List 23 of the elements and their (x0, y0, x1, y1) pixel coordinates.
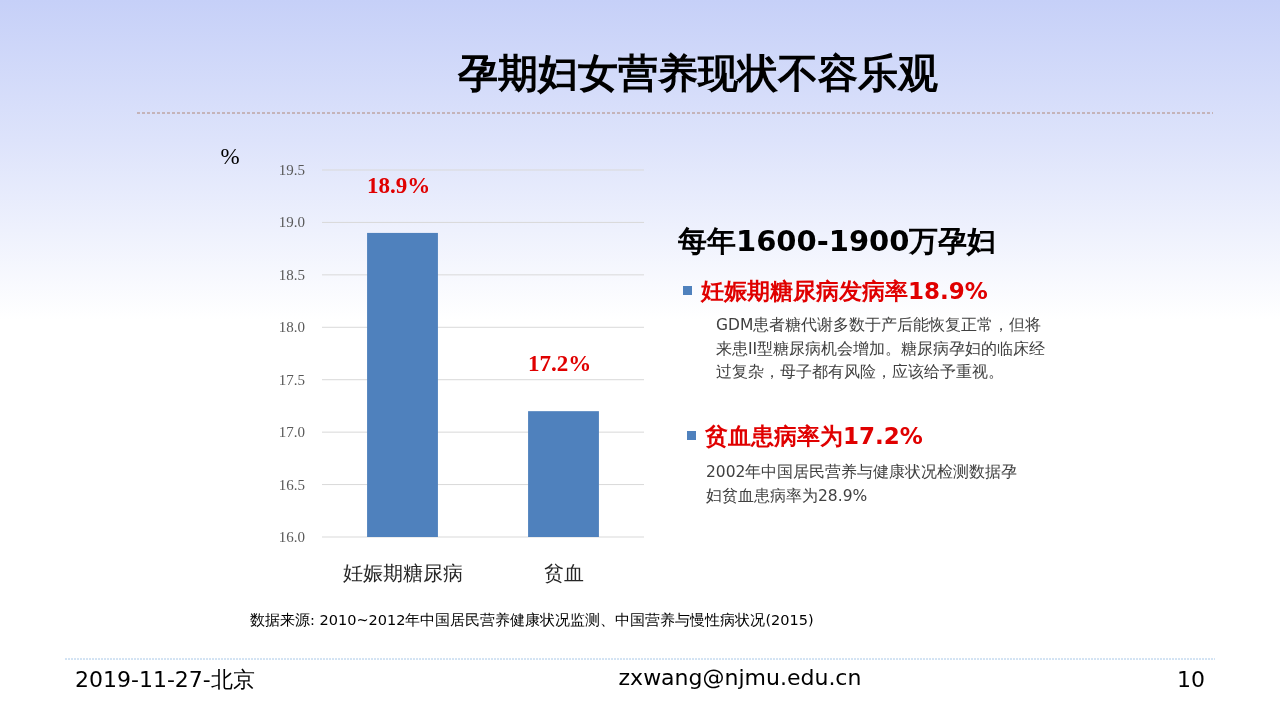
y-axis-title: % (220, 144, 240, 169)
y-tick-label: 16.0 (278, 529, 305, 545)
text: 2002年中国居民营养与健康状况检测数据孕妇贫血患病率为28.9% (706, 462, 1019, 507)
y-tick-label: 17.0 (278, 424, 305, 441)
source-note: 数据来源: 2010~2012年中国居民营养健康状况监测、中国营养与慢性病状况(2015) (250, 611, 814, 630)
x-tick-label: 妊娠期糖尿病 (342, 561, 463, 585)
x-tick-label: 贫血 (543, 561, 584, 585)
text: 2019-11-27-北京 (75, 666, 255, 694)
text: 每年1600-1900万孕妇 (678, 223, 997, 260)
y-tick-label: 19.0 (278, 214, 305, 231)
data-label: 17.2% (527, 351, 592, 377)
text: 10 (1177, 666, 1205, 694)
y-tick-label: 16.5 (278, 476, 305, 493)
y-tick-label: 18.5 (278, 266, 305, 283)
y-tick-label: 17.5 (278, 371, 305, 388)
chart-title: 孕期妇女营养现状不容乐观 (456, 49, 939, 98)
text: 妊娠期糖尿病发病率18.9% (699, 277, 988, 306)
text: GDM患者糖代谢多数于产后能恢复正常，但将来患II型糖尿病机会增加。糖尿病孕妇的临床经过复杂，母子都有风险，应该给予重视。 (716, 315, 1047, 383)
data-label: 18.9% (366, 172, 431, 198)
y-tick-label: 18.0 (278, 319, 305, 336)
text: zxwang@njmu.edu.cn (617, 664, 863, 692)
text: 贫血患病率为17.2% (704, 422, 923, 451)
y-tick-label: 19.5 (278, 162, 305, 178)
